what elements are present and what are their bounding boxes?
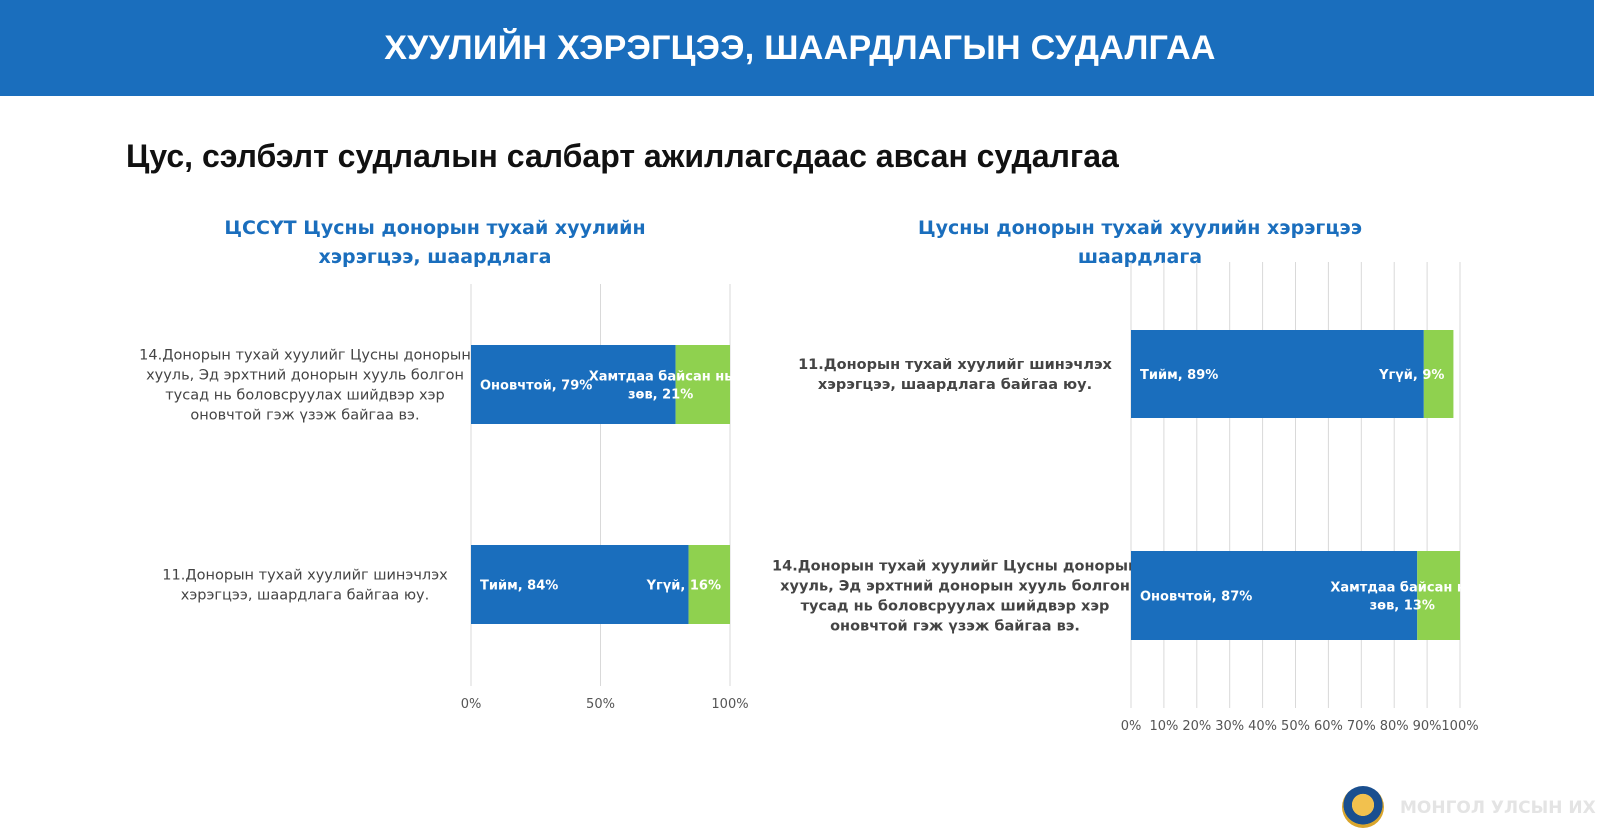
bar-segment-primary [471,545,689,624]
x-tick-label: 30% [1215,719,1244,734]
parliament-emblem-icon [1342,786,1384,828]
bar-segment-secondary [1417,551,1460,640]
x-tick-label: 0% [1121,719,1142,734]
bar-segment-primary [1131,330,1424,418]
category-label: 14.Донорын тухай хуулийг Цусны донорын ху… [139,348,471,424]
data-label: Хамтдаа байсан нь зөв, 13% [1330,581,1474,614]
x-tick-label: 50% [586,697,615,712]
x-tick-label: 60% [1314,719,1343,734]
x-tick-label: 0% [461,697,482,712]
footer-logo-text: МОНГОЛ УЛСЫН ИХ ХУРАЛ [1400,798,1600,818]
data-label: Тийм, 84% [480,579,558,594]
header-banner [0,0,1594,96]
chart-2-title: Цусны донорын тухай хуулийн хэрэгцээ шаа… [918,217,1362,268]
data-label: Үгүй, 16% [646,579,721,594]
bar-segment-primary [1131,551,1418,640]
category-label: 11.Донорын тухай хуулийг шинэчлэх хэрэгцэ… [798,357,1112,393]
bar-segment-secondary [1423,330,1454,418]
data-label: Хамтдаа байсан нь зөв, 21% [589,370,733,403]
data-label: Оновчтой, 79% [480,379,592,394]
data-label: Тийм, 89% [1140,368,1218,383]
data-label: Оновчтой, 87% [1140,590,1252,605]
category-label: 11.Донорын тухай хуулийг шинэчлэх хэрэгцэ… [162,568,448,604]
x-tick-label: 90% [1413,719,1442,734]
category-label: 14.Донорын тухай хуулийг Цусны донорын ху… [772,559,1138,635]
bar-segment-secondary [688,545,730,624]
x-tick-label: 50% [1281,719,1310,734]
x-tick-label: 10% [1149,719,1178,734]
slide-subtitle: Цус, сэлбэлт судлалын салбарт ажиллагсда… [126,138,1119,174]
chart-1-title: ЦССҮТ Цусны донорын тухай хуулийн хэрэгц… [224,217,646,268]
page-title: ХУУЛИЙН ХЭРЭГЦЭЭ, ШААРДЛАГЫН СУДАЛГАА [384,29,1216,67]
x-tick-label: 70% [1347,719,1376,734]
x-tick-label: 80% [1380,719,1409,734]
data-label: Үгүй, 9% [1378,368,1444,383]
x-tick-label: 20% [1182,719,1211,734]
x-tick-label: 100% [1441,719,1478,734]
x-tick-label: 100% [711,697,748,712]
bar-segment-secondary [675,345,730,424]
x-tick-label: 40% [1248,719,1277,734]
bar-segment-primary [471,345,676,424]
